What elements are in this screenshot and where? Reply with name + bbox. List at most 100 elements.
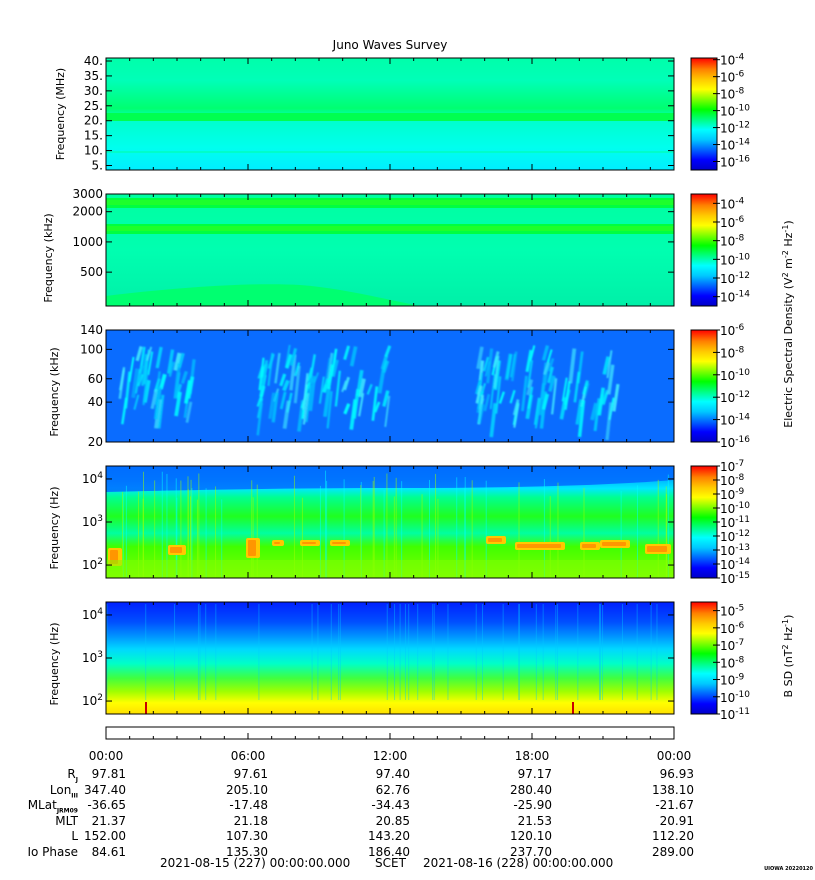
ephemeris-value: 280.40	[510, 782, 552, 797]
panel-2-band-mid-core	[106, 226, 674, 231]
panel-3-burst-streak	[380, 355, 389, 370]
ephemeris-value: 143.20	[368, 829, 410, 843]
panel-3-burst-streak	[153, 386, 162, 420]
panel-3-ytick-label: 40	[88, 395, 103, 409]
panel-1-x-ticks	[105, 58, 675, 170]
panel-3-burst-streak	[493, 360, 501, 391]
panel-3-ytick-label: 60	[88, 372, 103, 386]
panel-2-y-axis: 500 1000 2000 3000	[72, 187, 674, 279]
panel-4-cbtick-label: 10-15	[720, 571, 750, 586]
panel-4-cbtick-label: 10-13	[720, 543, 750, 558]
ephemeris-value: -34.43	[371, 798, 410, 812]
panel-3-burst-streak	[318, 376, 325, 404]
panel-3-burst-streak	[282, 379, 290, 392]
panel-3-cbtick-label: 10-8	[720, 345, 745, 360]
panel-2-low-frequency-arc	[106, 284, 420, 306]
panel-4-intense-core	[517, 544, 561, 548]
panel-3-burst-streak	[268, 392, 276, 420]
panel-3-burst-streak	[141, 354, 148, 387]
panel-1-colorbar	[690, 57, 718, 171]
panel-4-y-axis: 102 103 104	[82, 471, 674, 572]
panel-3-burst-streak	[173, 352, 182, 371]
panel-3-burst-streak	[131, 368, 140, 399]
ephemeris-label: L	[71, 829, 78, 843]
panel-3-cbtick-label: 10-14	[720, 413, 750, 428]
ephemeris-value: 20.91	[659, 813, 694, 828]
panel-2-cbtick-label: 10-8	[720, 234, 745, 249]
panel-3-burst-streak	[525, 349, 533, 373]
panel-2-cbtick-label: 10-10	[720, 252, 750, 267]
panel-3-burst-streak	[142, 369, 149, 406]
panel-3-burst-streak	[305, 385, 312, 423]
panel-3-burst-streak	[293, 365, 301, 404]
panel-4-intense-core	[248, 540, 256, 556]
panel-3-burst-streak	[137, 365, 144, 383]
panel-3-burst-streak	[606, 350, 613, 379]
panel-1-cbtick-label: 10-12	[720, 121, 750, 136]
panel-3-burst-streak	[331, 359, 339, 378]
panel-3-burst-streak	[155, 346, 163, 369]
ephemeris-value: 84.61	[91, 844, 126, 859]
panel-3-burst-streak	[521, 375, 528, 412]
panel-3-burst-streak	[343, 345, 351, 360]
panel-3-burst-streak	[294, 362, 301, 377]
panel-4-cbtick-label: 10-10	[720, 501, 750, 516]
panel-3-burst-streak	[526, 379, 534, 396]
panel-5-cbtick-label: 10-10	[720, 690, 750, 705]
panel-3-burst-streak	[290, 348, 298, 366]
time-tick-label: 18:00	[515, 749, 550, 763]
time-range-start: 2021-08-15 (227) 00:00:00.000	[160, 856, 351, 870]
panel-3-burst-streak	[326, 391, 333, 429]
panel-1-cbtick-label: 10-16	[720, 155, 750, 170]
panel-3-burst-streak	[302, 373, 309, 410]
panel-2-cbtick-label: 10-4	[720, 196, 745, 211]
ephemeris-value: -21.67	[655, 798, 694, 812]
panel-3-burst-streak	[343, 376, 350, 391]
panel-3-cbtick-label: 10-10	[720, 368, 750, 383]
panel-3-burst-streak	[323, 387, 331, 418]
panel-3-burst-streak	[382, 390, 390, 407]
panel-3-burst-streak	[124, 371, 132, 409]
panel-1-colorbar-ticks: 10-4 10-6 10-8 10-10 10-12 10-14 10-16	[713, 53, 750, 170]
panel-4-colorbar	[690, 465, 718, 579]
ephemeris-value: 21.53	[517, 813, 552, 828]
chart-title: Juno Waves Survey	[332, 38, 448, 52]
panel-3-burst-streak	[527, 386, 534, 409]
panel-3-burst-streak	[119, 366, 126, 391]
panel-3-burst-streak	[581, 380, 589, 395]
panel-3-burst-streak	[489, 373, 496, 410]
panel-3-burst-streak	[612, 383, 620, 412]
panel-3-burst-streak	[492, 351, 500, 368]
panel-3-burst-streak	[607, 364, 615, 395]
panel-3-burst-streak	[135, 346, 143, 362]
panel-3-burst-streak	[498, 391, 506, 404]
panel-3-burst-streak	[495, 376, 502, 414]
ephemeris-value: -36.65	[87, 798, 126, 812]
panel-5-ytick-label: 103	[82, 650, 103, 665]
panel-4-intense-core	[170, 547, 182, 553]
panel-3-burst-streak	[306, 367, 313, 383]
panel-1: 5.10.15.20.25.30.35.40. Frequency (MHz) …	[54, 53, 750, 173]
panel-3-burst-streak	[482, 356, 490, 372]
panel-3-burst-streak	[541, 345, 550, 361]
panel-1-ytick-label: 25.	[84, 99, 103, 113]
ephemeris-value: 135.30	[226, 844, 268, 859]
panel-3-x-ticks	[105, 330, 675, 442]
panel-3-burst-streak	[358, 378, 366, 398]
ephemeris-value: -25.90	[513, 798, 552, 812]
panel-2-x-ticks	[105, 194, 675, 306]
ephemeris-value: 97.40	[375, 767, 410, 781]
panel-3-burst-streak	[477, 403, 485, 424]
time-range-end: 2021-08-16 (228) 00:00:00.000	[423, 856, 614, 870]
panel-4-intense-core	[602, 542, 626, 546]
panel-3-burst-streak	[341, 380, 348, 393]
ephemeris-value: 120.10	[510, 829, 552, 843]
panel-5-ylabel: Frequency (Hz)	[48, 623, 61, 706]
ephemeris-value: 347.40	[84, 782, 126, 797]
panel-5-ytick-label: 104	[82, 607, 103, 622]
panel-4-intense-core	[488, 538, 502, 542]
panel-3-burst-streak	[577, 399, 586, 438]
panel-3-burst-streak	[529, 345, 536, 362]
panel-3-burst-streak	[128, 356, 135, 382]
